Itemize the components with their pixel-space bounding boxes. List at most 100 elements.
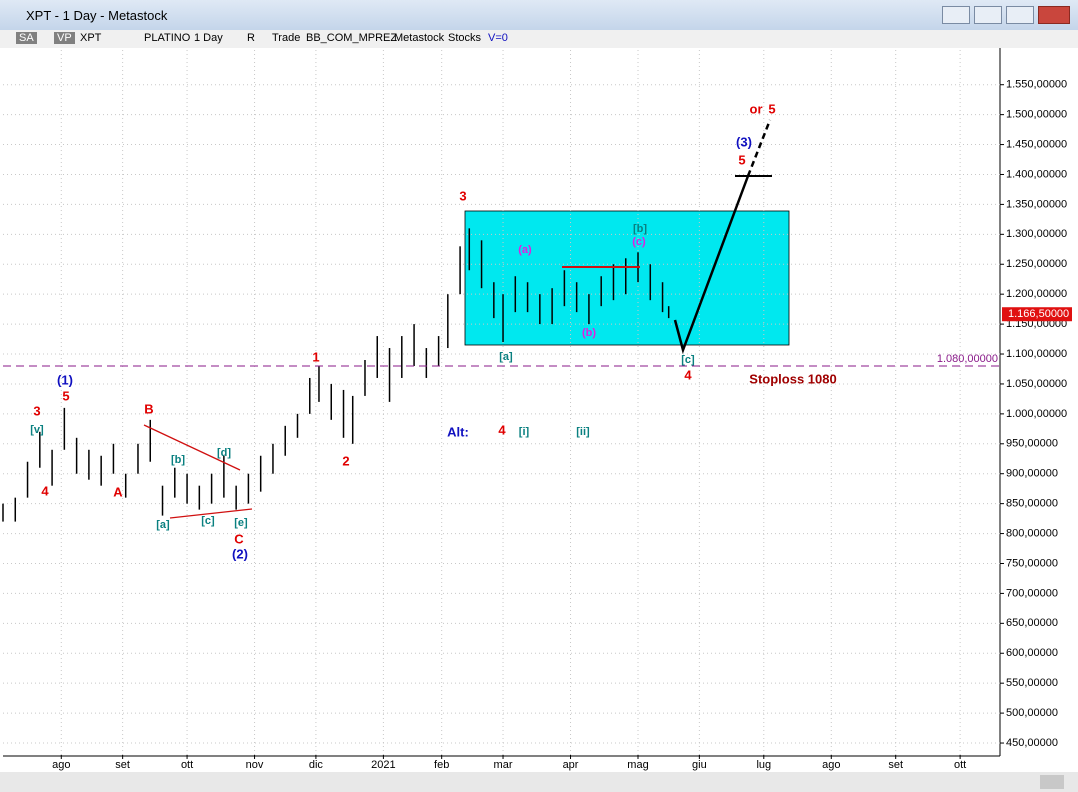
x-tick-label: apr xyxy=(563,759,579,771)
wave-label: (2) xyxy=(232,546,248,561)
y-tick-label: 1.100,00000 xyxy=(1006,348,1067,360)
y-tick-label: 700,00000 xyxy=(1006,587,1058,599)
y-tick-label: 1.400,00000 xyxy=(1006,168,1067,180)
restore-button[interactable] xyxy=(942,6,970,24)
wave-label: 2 xyxy=(342,453,349,468)
x-tick-label: set xyxy=(888,759,903,771)
toolbar-item[interactable]: Metastock xyxy=(394,32,445,44)
wave-label: 3 xyxy=(459,188,466,203)
wave-label: [b] xyxy=(171,454,185,466)
wave-label: or xyxy=(750,101,763,116)
toolbar-item[interactable]: XPT xyxy=(80,32,102,44)
wave-label: [d] xyxy=(217,447,231,459)
wave-label: 5 xyxy=(768,101,775,116)
wave-label: (b) xyxy=(582,327,596,339)
wave-label: [v] xyxy=(30,424,44,436)
y-tick-label: 1.250,00000 xyxy=(1006,258,1067,270)
x-tick-label: ott xyxy=(954,759,966,771)
y-tick-label: 1.550,00000 xyxy=(1006,79,1067,91)
x-tick-label: giu xyxy=(692,759,707,771)
x-tick-label: mag xyxy=(627,759,648,771)
toolbar: SA VP XPT PLATINO 1 Day R Trade BB_COM_MPREZ Met… xyxy=(0,30,1078,48)
toolbar-item[interactable]: V=0 xyxy=(488,32,508,44)
x-tick-label: feb xyxy=(434,759,449,771)
y-tick-label: 600,00000 xyxy=(1006,647,1058,659)
wave-label: Alt: xyxy=(447,424,469,439)
toolbar-item[interactable]: R xyxy=(247,32,255,44)
chart-background xyxy=(0,48,1078,792)
x-tick-label: mar xyxy=(494,759,513,771)
y-tick-label: 900,00000 xyxy=(1006,468,1058,480)
toolbar-item[interactable]: Stocks xyxy=(448,32,482,44)
y-tick-label: 1.050,00000 xyxy=(1006,378,1067,390)
y-tick-label: 550,00000 xyxy=(1006,677,1058,689)
wave-label: [a] xyxy=(156,519,170,531)
wave-label: [a] xyxy=(499,351,513,363)
y-tick-label: 1.200,00000 xyxy=(1006,288,1067,300)
last-price-label: 1.166,50000 xyxy=(1008,308,1069,320)
window-title: XPT - 1 Day - Metastock xyxy=(26,8,168,23)
y-tick-label: 950,00000 xyxy=(1006,438,1058,450)
x-tick-label: ott xyxy=(181,759,193,771)
y-tick-label: 1.300,00000 xyxy=(1006,228,1067,240)
projection-line xyxy=(673,175,750,355)
scroll-thumb[interactable] xyxy=(1040,775,1064,789)
wave-label: [c] xyxy=(201,515,215,527)
maximize-button[interactable] xyxy=(1006,6,1034,24)
wave-label: [i] xyxy=(519,426,530,438)
trend-line xyxy=(169,508,253,519)
wave-label: Stoploss 1080 xyxy=(749,371,836,386)
wave-label: 3 xyxy=(33,403,40,418)
toolbar-item[interactable]: SA xyxy=(16,32,37,44)
x-tick-label: 2021 xyxy=(371,759,395,771)
wave-label: 4 xyxy=(41,483,49,498)
close-button[interactable] xyxy=(1038,6,1070,24)
toolbar-item[interactable]: Trade xyxy=(272,32,301,44)
price-axis xyxy=(1000,48,1078,772)
trend-line xyxy=(143,424,241,471)
wave-label: B xyxy=(144,401,153,416)
toolbar-item[interactable]: PLATINO xyxy=(144,32,191,44)
window-buttons xyxy=(942,6,1070,24)
chart: 1.550,00000 1.500,00000 1.450,00000 1.400,0… xyxy=(0,48,1078,792)
x-tick-label: ago xyxy=(822,759,840,771)
wave-label: 4 xyxy=(684,367,692,382)
y-tick-label: 650,00000 xyxy=(1006,617,1058,629)
wave-label: 5 xyxy=(738,152,745,167)
wave-label: (3) xyxy=(736,134,752,149)
title-bar: XPT - 1 Day - Metastock xyxy=(0,0,1078,30)
wave-label: (c) xyxy=(632,236,646,248)
wave-label: (a) xyxy=(518,244,532,256)
y-tick-label: 1.000,00000 xyxy=(1006,408,1067,420)
wave-label: 4 xyxy=(498,422,506,437)
minimize-button[interactable] xyxy=(974,6,1002,24)
projection-dashed xyxy=(746,119,772,177)
wave-label: A xyxy=(113,484,123,499)
wave-label: [b] xyxy=(633,223,647,235)
range-box xyxy=(464,210,790,346)
x-tick-label: lug xyxy=(756,759,771,771)
last-price-box xyxy=(1002,307,1072,322)
x-tick-label: dic xyxy=(309,759,324,771)
y-tick-label: 850,00000 xyxy=(1006,498,1058,510)
y-tick-label: 1.450,00000 xyxy=(1006,138,1067,150)
wave-label: 5 xyxy=(62,388,69,403)
plot xyxy=(2,50,1000,755)
toolbar-item[interactable]: VP xyxy=(54,32,75,44)
toolbar-item[interactable]: BB_COM_MPREZ xyxy=(306,32,398,44)
wave-label: C xyxy=(234,531,244,546)
wave-label: [c] xyxy=(681,354,695,366)
stoploss-label: 1.080,00000 xyxy=(937,353,998,365)
y-tick-label: 500,00000 xyxy=(1006,707,1058,719)
y-tick-label: 750,00000 xyxy=(1006,557,1058,569)
scrollbar[interactable] xyxy=(0,772,1078,792)
x-tick-label: ago xyxy=(52,759,70,771)
wave-label: 1 xyxy=(312,349,319,364)
wave-label: (1) xyxy=(57,372,73,387)
y-tick-label: 800,00000 xyxy=(1006,527,1058,539)
toolbar-item[interactable]: 1 Day xyxy=(194,32,223,44)
x-tick-label: set xyxy=(115,759,130,771)
y-tick-label: 1.350,00000 xyxy=(1006,198,1067,210)
wave-label: [ii] xyxy=(576,426,590,438)
